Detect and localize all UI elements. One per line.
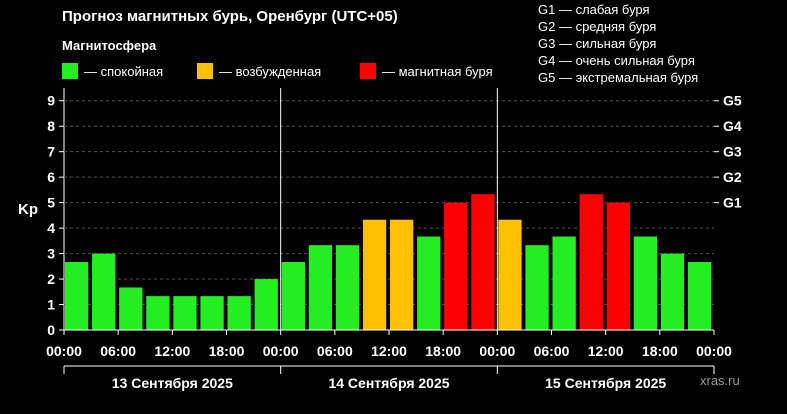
y-tick-label: 4 (47, 220, 55, 236)
g-tick-label: G2 (723, 169, 742, 185)
bar-kp (254, 279, 278, 330)
x-tick-label: 06:00 (317, 343, 353, 359)
legend-item-active: — возбужденная (197, 62, 321, 80)
legend-item-storm: — магнитная буря (360, 62, 493, 80)
bar-kp (335, 245, 360, 330)
day-label: 15 Сентября 2025 (545, 375, 666, 391)
g-scale-g3: G3 — сильная буря (538, 36, 657, 51)
y-tick-label: 2 (47, 271, 55, 287)
bar-kp (65, 261, 89, 330)
x-tick-label: 00:00 (46, 343, 82, 359)
day-label: 14 Сентября 2025 (328, 375, 449, 391)
y-tick-label: 8 (47, 118, 55, 134)
g-tick-label: G5 (723, 93, 742, 109)
legend-label-active: — возбужденная (219, 63, 322, 79)
x-tick-label: 06:00 (534, 343, 570, 359)
bar-kp (687, 261, 712, 330)
x-tick-label: 00:00 (696, 343, 732, 359)
bar-kp (119, 287, 143, 330)
g-tick-label: G1 (723, 195, 742, 211)
legend-swatch-storm (360, 63, 376, 79)
bar-kp (200, 296, 224, 330)
bar-kp (281, 261, 305, 330)
bar-kp (362, 219, 387, 330)
x-tick-label: 12:00 (154, 343, 190, 359)
g-scale-g2: G2 — средняя буря (538, 19, 657, 34)
g-scale-g5: G5 — экстремальная буря (538, 70, 699, 85)
y-tick-label: 5 (47, 195, 55, 211)
legend-swatch-quiet (62, 63, 78, 79)
bar-kp (146, 296, 170, 330)
watermark: xras.ru (700, 373, 740, 388)
g-scale-g1: G1 — слабая буря (538, 2, 650, 17)
y-tick-label: 1 (47, 297, 55, 313)
bar-kp (417, 236, 441, 330)
x-tick-label: 18:00 (642, 343, 678, 359)
y-axis-label: Kp (18, 201, 38, 218)
legend-item-quiet: — спокойная (62, 62, 163, 80)
legend-label-quiet: — спокойная (84, 63, 164, 79)
bar-kp (92, 253, 116, 330)
x-tick-label: 18:00 (425, 343, 461, 359)
x-tick-label: 12:00 (588, 343, 624, 359)
x-tick-label: 06:00 (100, 343, 136, 359)
y-tick-label: 0 (47, 322, 55, 338)
day-label: 13 Сентября 2025 (112, 375, 233, 391)
bar-kp (471, 194, 495, 330)
bar-kp (552, 236, 576, 330)
legend-swatch-active (197, 63, 213, 79)
legend-label-storm: — магнитная буря (382, 63, 493, 79)
x-tick-label: 18:00 (209, 343, 245, 359)
x-tick-label: 12:00 (371, 343, 407, 359)
bar-kp (173, 296, 197, 330)
bar-kp (579, 194, 603, 330)
y-tick-label: 3 (47, 246, 55, 262)
g-scale-g4: G4 — очень сильная буря (538, 53, 695, 68)
bar-kp (633, 236, 658, 330)
chart-title: Прогноз магнитных бурь, Оренбург (UTC+05… (62, 8, 398, 25)
y-tick-label: 9 (47, 93, 55, 109)
g-tick-label: G3 (723, 144, 742, 160)
bar-kp (660, 253, 685, 330)
y-tick-label: 6 (47, 169, 55, 185)
bar-kp (308, 245, 333, 330)
bar-kp (525, 245, 549, 330)
bar-kp (227, 296, 251, 330)
g-tick-label: G4 (723, 118, 742, 134)
bar-kp (498, 219, 522, 330)
x-tick-label: 00:00 (479, 343, 515, 359)
x-tick-label: 00:00 (263, 343, 299, 359)
bar-kp (444, 202, 468, 330)
y-tick-label: 7 (47, 144, 55, 160)
bar-kp (606, 202, 630, 330)
bar-kp (390, 219, 414, 330)
legend-heading: Магнитосфера (62, 38, 157, 53)
